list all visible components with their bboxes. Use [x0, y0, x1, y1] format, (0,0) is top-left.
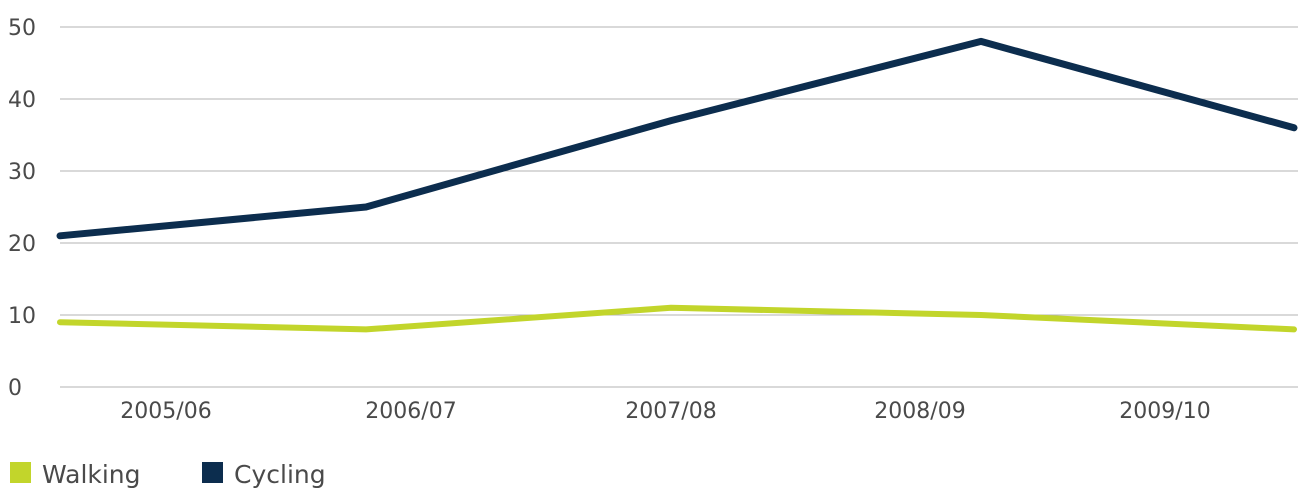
x-tick-label: 2006/07: [365, 399, 456, 424]
y-tick-label: 10: [8, 304, 36, 329]
legend-label: Cycling: [234, 460, 326, 489]
legend: Walking Cycling: [10, 460, 326, 489]
y-tick-label: 30: [8, 160, 36, 185]
x-tick-label: 2005/06: [120, 399, 211, 424]
grid-lines: [60, 26, 1298, 388]
x-tick-label: 2008/09: [874, 399, 965, 424]
y-tick-label: 20: [8, 232, 36, 257]
x-axis-tick-labels: 2005/06 2006/07 2007/08 2008/09 2009/10: [120, 399, 1210, 424]
legend-item-cycling: Cycling: [202, 460, 326, 489]
legend-label: Walking: [42, 460, 141, 489]
y-axis-tick-labels: 0 10 20 30 40 50: [8, 16, 36, 401]
y-tick-label: 0: [8, 376, 22, 401]
y-tick-label: 40: [8, 88, 36, 113]
x-tick-label: 2007/08: [625, 399, 716, 424]
legend-item-walking: Walking: [10, 460, 141, 489]
series-line-cycling: [56, 37, 1298, 240]
legend-swatch: [202, 462, 223, 483]
series-lines: [56, 37, 1298, 333]
y-tick-label: 50: [8, 16, 36, 41]
series-line-walking: [57, 304, 1297, 333]
legend-swatch: [10, 462, 31, 483]
x-tick-label: 2009/10: [1119, 399, 1210, 424]
